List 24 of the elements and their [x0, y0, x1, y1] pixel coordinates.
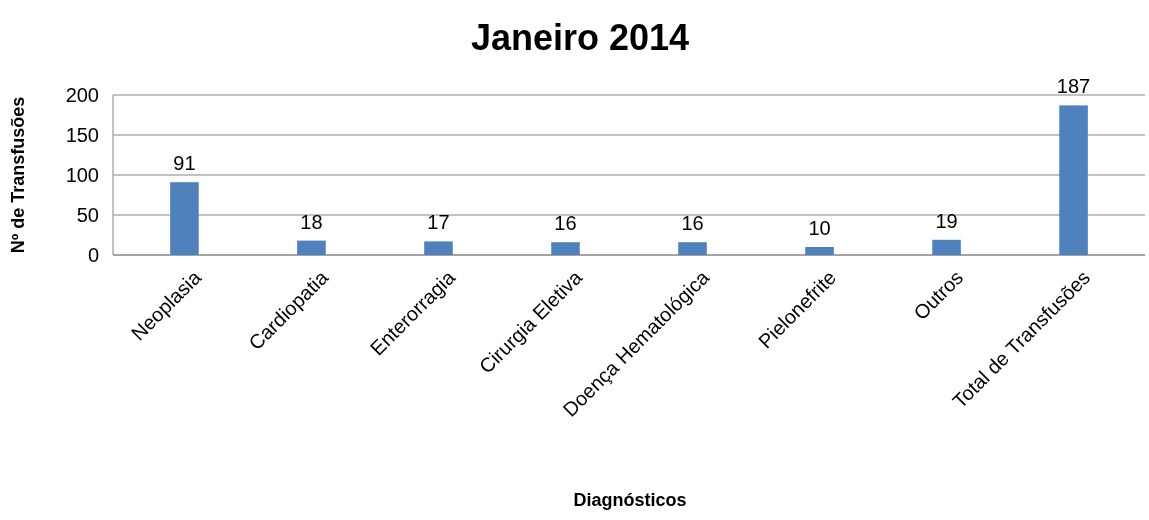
bar — [297, 240, 326, 255]
y-axis-title: Nº de Transfusões — [8, 96, 28, 254]
data-label: 19 — [935, 209, 958, 232]
data-label: 91 — [173, 152, 196, 175]
y-tick-label: 0 — [87, 244, 99, 266]
bar — [1059, 105, 1088, 255]
y-tick-label: 100 — [65, 164, 99, 186]
data-label: 16 — [681, 212, 704, 235]
y-tick-label: 50 — [76, 204, 99, 226]
bar — [932, 239, 961, 255]
bar — [170, 182, 199, 255]
data-label: 17 — [427, 211, 450, 234]
data-label: 187 — [1056, 75, 1091, 98]
data-label: 18 — [300, 210, 323, 233]
bar — [678, 242, 707, 255]
x-axis-title: Diagnósticos — [573, 490, 687, 510]
bar — [551, 242, 580, 255]
data-label: 16 — [554, 212, 577, 235]
y-tick-label: 150 — [65, 124, 99, 146]
y-tick-label: 200 — [65, 84, 99, 106]
chart-title: Janeiro 2014 — [470, 17, 690, 58]
data-label: 10 — [808, 217, 831, 239]
bar — [805, 247, 834, 255]
bar — [424, 241, 453, 255]
